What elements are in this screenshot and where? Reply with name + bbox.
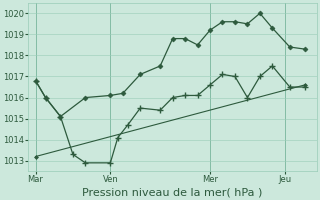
X-axis label: Pression niveau de la mer( hPa ): Pression niveau de la mer( hPa ) <box>83 187 263 197</box>
